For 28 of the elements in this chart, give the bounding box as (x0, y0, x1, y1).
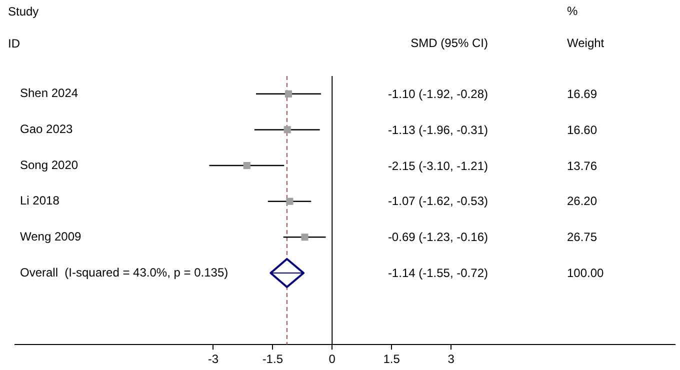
annotation: 16.60 (567, 122, 598, 137)
annotation: -1.14 (-1.55, -0.72) (388, 266, 488, 280)
annotation: 100.00 (567, 266, 604, 280)
x-tick-label: -3 (208, 352, 219, 366)
annotation: -0.69 (-1.23, -0.16) (388, 230, 488, 244)
annotation: 26.20 (567, 194, 598, 208)
text: Study (8, 4, 39, 18)
annotation: -1.13 (-1.96, -0.31) (388, 122, 488, 137)
annotation: -1.07 (-1.62, -0.53) (388, 194, 488, 208)
x-tick-label: 0 (328, 352, 336, 366)
y-tick-label: Gao 2023 (20, 122, 74, 136)
text: ID (8, 36, 20, 50)
x-tick-label: -1.5 (262, 352, 284, 366)
y-tick-label: Shen 2024 (20, 86, 78, 100)
annotation: -1.10 (-1.92, -0.28) (388, 86, 488, 101)
y-tick-label: Li 2018 (20, 194, 60, 208)
text: Weight (567, 36, 604, 50)
x-tick-label: 1.5 (383, 352, 400, 366)
annotation: -2.15 (-3.10, -1.21) (388, 158, 488, 173)
x-tick-label: 3 (448, 352, 455, 366)
annotation: 26.75 (567, 230, 598, 244)
y-tick-label: Overall (I-squared = 43.0%, p = 0.135) (20, 265, 228, 280)
y-tick-label: Weng 2009 (20, 229, 82, 244)
y-tick-label: Song 2020 (20, 158, 78, 172)
annotation: 16.69 (567, 86, 598, 101)
text: % (567, 4, 578, 18)
annotation: 13.76 (567, 158, 598, 173)
text: SMD (95% CI) (410, 36, 488, 50)
